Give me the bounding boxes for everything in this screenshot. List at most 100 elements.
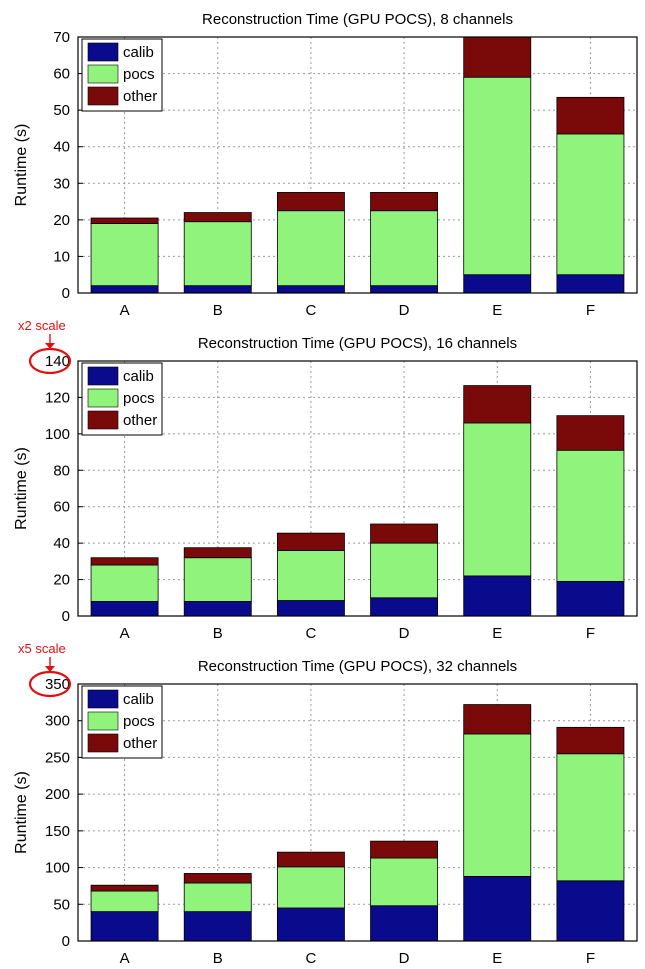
y-tick-label: 80: [53, 462, 70, 479]
plot-area: [78, 37, 637, 293]
bar-calib-C: [276, 600, 345, 617]
legend-swatch-calib: [87, 366, 119, 386]
chart-title: Reconstruction Time (GPU POCS), 8 channe…: [202, 11, 513, 28]
bar-calib-F: [556, 880, 625, 942]
chart-title: Reconstruction Time (GPU POCS), 32 chann…: [198, 658, 517, 675]
y-axis-label: Runtime (s): [13, 771, 30, 854]
x-tick-label: C: [305, 625, 316, 642]
y-axis-label: Runtime (s): [13, 447, 30, 530]
y-tick-label: 120: [45, 389, 70, 406]
bar-calib-B: [183, 601, 252, 617]
chart-panel-1: 0 10 20 30 40 50 60 70 A B C D E F Reconstruction Time…: [13, 11, 638, 319]
bar-other-B: [183, 873, 252, 884]
x-tick-label: B: [213, 625, 223, 642]
bar-pocs-D: [370, 542, 439, 599]
bar-pocs-F: [556, 449, 625, 582]
bar-other-A: [90, 217, 159, 224]
y-tick-label: 30: [53, 175, 70, 192]
bar-calib-A: [90, 285, 159, 294]
x-tick-label: F: [586, 625, 595, 642]
x-tick-label: B: [213, 302, 223, 319]
annotation-text: x5 scale: [18, 641, 66, 656]
bar-other-E: [463, 36, 532, 78]
y-tick-label: 70: [53, 29, 70, 46]
bar-calib-A: [90, 911, 159, 942]
annotation-arrow-head: [45, 666, 55, 672]
y-tick-label: 0: [62, 608, 70, 625]
y-tick-label: 0: [62, 933, 70, 950]
y-tick-label: 60: [53, 499, 70, 516]
x-tick-label: C: [305, 302, 316, 319]
legend-label-other: other: [123, 412, 157, 429]
bar-pocs-C: [276, 866, 345, 909]
legend-label-pocs: pocs: [123, 66, 155, 83]
scale-annotation: x2 scale: [18, 318, 72, 375]
x-tick-label: D: [399, 625, 410, 642]
y-tick-label: 300: [45, 713, 70, 730]
bar-other-B: [183, 547, 252, 559]
bar-pocs-E: [463, 422, 532, 577]
legend-swatch-pocs: [87, 64, 119, 84]
bar-calib-B: [183, 911, 252, 942]
legend-swatch-other: [87, 86, 119, 106]
legend-label-calib: calib: [123, 691, 154, 708]
y-tick-label: 40: [53, 139, 70, 156]
legend-swatch-calib: [87, 689, 119, 709]
legend-label-calib: calib: [123, 368, 154, 385]
y-tick-label: 100: [45, 426, 70, 443]
bar-calib-E: [463, 274, 532, 294]
y-tick-label: 100: [45, 860, 70, 877]
annotation-text: x2 scale: [18, 318, 66, 333]
x-tick-label: A: [120, 302, 130, 319]
bar-calib-D: [370, 597, 439, 617]
plot-area: [78, 361, 637, 616]
y-tick-label: 60: [53, 66, 70, 83]
chart-panel-2: 0 20 40 60 80 100 120 140 A B C D E F Reconstruction T…: [13, 318, 638, 642]
x-tick-label: E: [492, 625, 502, 642]
bar-other-E: [463, 385, 532, 424]
y-tick-label: 250: [45, 749, 70, 766]
bar-pocs-E: [463, 76, 532, 276]
bar-other-D: [370, 192, 439, 212]
axes-frame: [77, 683, 638, 942]
bar-pocs-C: [276, 550, 345, 601]
legend-label-other: other: [123, 735, 157, 752]
legend-swatch-pocs: [87, 388, 119, 408]
legend-swatch-other: [87, 733, 119, 753]
legend: calib pocs other: [81, 685, 163, 759]
legend-label-pocs: pocs: [123, 390, 155, 407]
bar-calib-D: [370, 285, 439, 294]
bar-pocs-C: [276, 210, 345, 287]
x-tick-label: B: [213, 950, 223, 967]
y-tick-label: 140: [45, 353, 70, 370]
bar-pocs-E: [463, 733, 532, 877]
bar-calib-F: [556, 274, 625, 294]
scale-annotation: x5 scale: [18, 641, 72, 698]
bar-calib-E: [463, 875, 532, 942]
bar-other-F: [556, 415, 625, 451]
legend-label-calib: calib: [123, 44, 154, 61]
x-tick-label: F: [586, 950, 595, 967]
y-tick-label: 10: [53, 248, 70, 265]
bar-pocs-F: [556, 753, 625, 882]
x-tick-label: E: [492, 950, 502, 967]
bar-calib-D: [370, 905, 439, 942]
bar-other-C: [276, 532, 345, 551]
plot-area: [78, 684, 637, 941]
x-tick-label: A: [120, 625, 130, 642]
y-tick-label: 40: [53, 535, 70, 552]
y-tick-label: 150: [45, 823, 70, 840]
bar-pocs-A: [90, 223, 159, 287]
bar-other-B: [183, 212, 252, 223]
legend: calib pocs other: [81, 362, 163, 436]
bar-pocs-A: [90, 890, 159, 913]
bar-other-E: [463, 704, 532, 735]
bar-pocs-D: [370, 210, 439, 287]
y-axis-label: Runtime (s): [13, 124, 30, 207]
bar-calib-C: [276, 907, 345, 942]
axes-frame: [77, 360, 638, 617]
legend-label-other: other: [123, 88, 157, 105]
x-tick-label: D: [399, 950, 410, 967]
y-tick-label: 0: [62, 285, 70, 302]
